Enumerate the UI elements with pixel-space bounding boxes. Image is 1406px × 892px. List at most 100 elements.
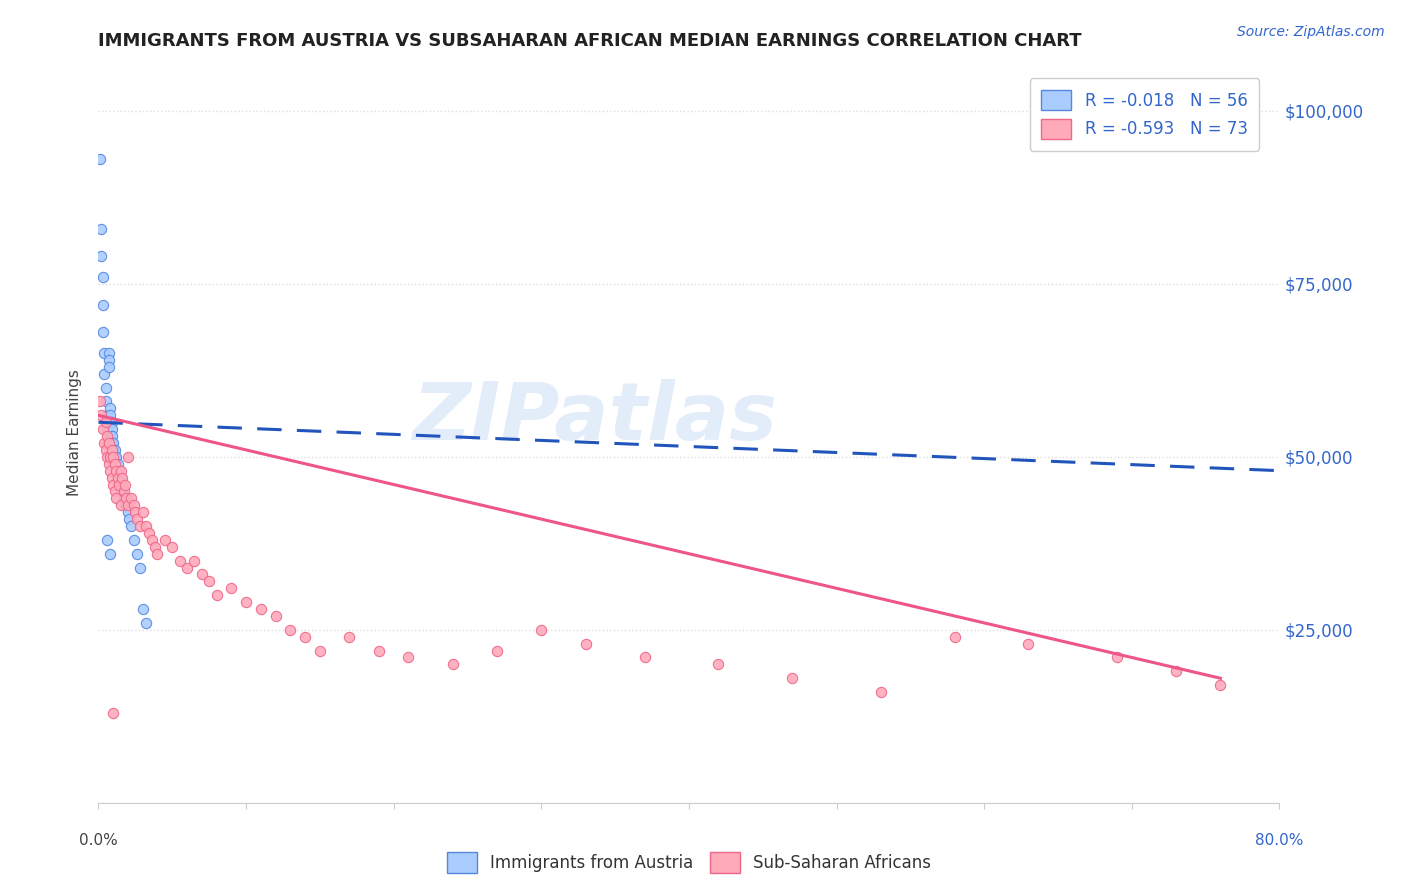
Legend: R = -0.018   N = 56, R = -0.593   N = 73: R = -0.018 N = 56, R = -0.593 N = 73 xyxy=(1029,78,1260,151)
Point xyxy=(98,547,121,561)
Point xyxy=(103,477,125,491)
Point xyxy=(264,609,287,624)
Point xyxy=(128,519,150,533)
Y-axis label: Median Earnings: Median Earnings xyxy=(67,369,83,496)
Point xyxy=(441,657,464,672)
Point xyxy=(103,457,125,471)
Point xyxy=(250,602,273,616)
Point xyxy=(97,457,120,471)
Point xyxy=(1166,665,1188,679)
Point xyxy=(105,491,128,506)
Point xyxy=(118,512,141,526)
Point xyxy=(91,326,114,340)
Point xyxy=(205,588,228,602)
Point xyxy=(943,630,966,644)
Point xyxy=(105,464,128,478)
Point xyxy=(117,498,139,512)
Point xyxy=(108,477,131,491)
Point xyxy=(94,415,117,429)
Point xyxy=(114,477,136,491)
Point xyxy=(782,671,804,685)
Point xyxy=(398,650,420,665)
Point xyxy=(143,540,166,554)
Point xyxy=(1107,650,1129,665)
Point xyxy=(162,540,183,554)
Point xyxy=(96,450,118,464)
Point xyxy=(1209,678,1232,692)
Point xyxy=(575,637,598,651)
Legend: Immigrants from Austria, Sub-Saharan Africans: Immigrants from Austria, Sub-Saharan Afr… xyxy=(440,846,938,880)
Point xyxy=(870,685,893,699)
Point xyxy=(309,643,332,657)
Point xyxy=(89,394,111,409)
Point xyxy=(530,623,553,637)
Point xyxy=(235,595,257,609)
Point xyxy=(117,450,139,464)
Point xyxy=(153,533,176,547)
Point xyxy=(115,498,138,512)
Point xyxy=(183,554,205,568)
Point xyxy=(191,567,214,582)
Point xyxy=(486,643,509,657)
Point xyxy=(111,470,134,484)
Point xyxy=(120,491,142,506)
Point xyxy=(125,512,148,526)
Point xyxy=(98,429,121,443)
Point xyxy=(634,650,657,665)
Point xyxy=(96,422,118,436)
Point xyxy=(98,409,121,423)
Point xyxy=(339,630,361,644)
Point xyxy=(100,470,122,484)
Point xyxy=(128,560,150,574)
Point xyxy=(132,602,155,616)
Point xyxy=(107,470,129,484)
Point xyxy=(103,706,125,720)
Point xyxy=(112,491,135,506)
Point xyxy=(97,415,120,429)
Point xyxy=(114,498,136,512)
Point xyxy=(97,346,120,360)
Point xyxy=(221,582,243,596)
Point xyxy=(103,442,125,457)
Point xyxy=(91,269,114,284)
Point xyxy=(104,457,127,471)
Point xyxy=(103,450,125,464)
Point xyxy=(110,498,132,512)
Point xyxy=(105,450,128,464)
Point xyxy=(105,464,128,478)
Point xyxy=(110,464,132,478)
Point xyxy=(100,442,122,457)
Point xyxy=(93,436,115,450)
Point xyxy=(122,498,145,512)
Point xyxy=(91,422,114,436)
Point xyxy=(135,519,157,533)
Point xyxy=(294,630,316,644)
Point xyxy=(141,533,163,547)
Point xyxy=(104,442,127,457)
Point xyxy=(100,429,122,443)
Point xyxy=(135,615,157,630)
Point xyxy=(112,484,135,499)
Point xyxy=(94,394,117,409)
Point xyxy=(98,450,121,464)
Point xyxy=(132,505,155,519)
Point xyxy=(96,533,118,547)
Point xyxy=(198,574,221,589)
Point xyxy=(107,457,129,471)
Point xyxy=(707,657,730,672)
Text: 80.0%: 80.0% xyxy=(1256,833,1303,848)
Point xyxy=(110,470,132,484)
Point xyxy=(122,533,145,547)
Point xyxy=(90,409,112,423)
Text: Source: ZipAtlas.com: Source: ZipAtlas.com xyxy=(1237,25,1385,39)
Point xyxy=(90,221,112,235)
Point xyxy=(117,505,139,519)
Point xyxy=(93,346,115,360)
Point xyxy=(108,464,131,478)
Point xyxy=(94,381,117,395)
Point xyxy=(100,442,122,457)
Point xyxy=(96,436,118,450)
Point xyxy=(104,450,127,464)
Point xyxy=(110,484,132,499)
Point xyxy=(169,554,191,568)
